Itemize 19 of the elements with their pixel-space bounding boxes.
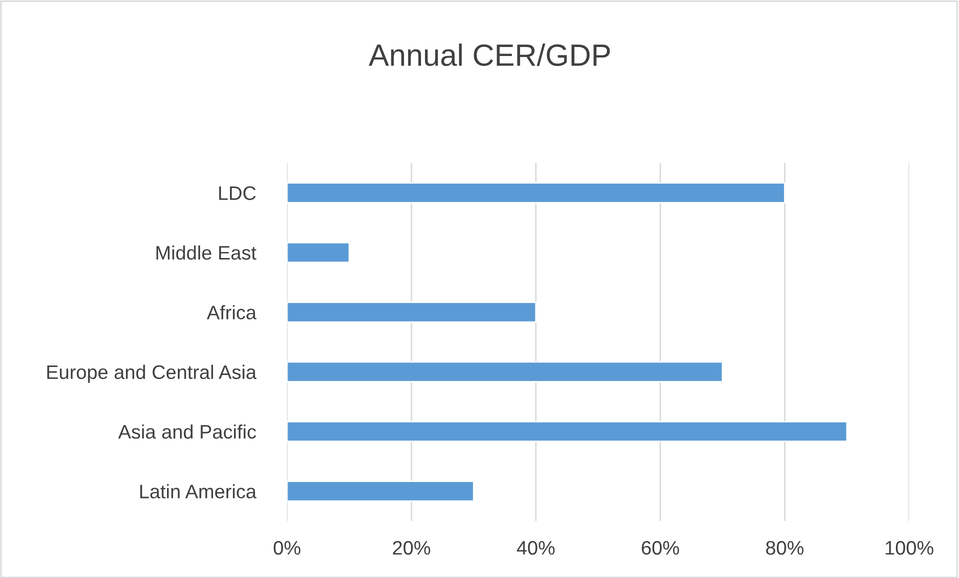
bar: [287, 242, 350, 264]
y-tick-label: Middle East: [156, 245, 256, 260]
x-tick-label: 100%: [886, 540, 934, 555]
x-tick-label: 60%: [642, 540, 680, 555]
bar: [287, 480, 474, 502]
x-tick-label: 20%: [392, 540, 430, 555]
y-tick-label: Latin America: [140, 484, 256, 498]
x-tick-label: 40%: [516, 540, 555, 555]
chart-title: Annual CER/GDP: [368, 44, 610, 66]
bar: [287, 302, 537, 323]
bar: [287, 420, 848, 442]
y-tick-label: LDC: [219, 186, 256, 200]
bar: [287, 361, 724, 382]
y-tick-label: Africa: [206, 305, 256, 320]
y-tick-label: Asia and Pacific: [118, 424, 256, 439]
x-tick-label: 0%: [274, 540, 300, 555]
y-tick-label: Europe and Central Asia: [47, 364, 256, 383]
bar: [287, 182, 786, 204]
x-tick-label: 80%: [766, 540, 804, 555]
